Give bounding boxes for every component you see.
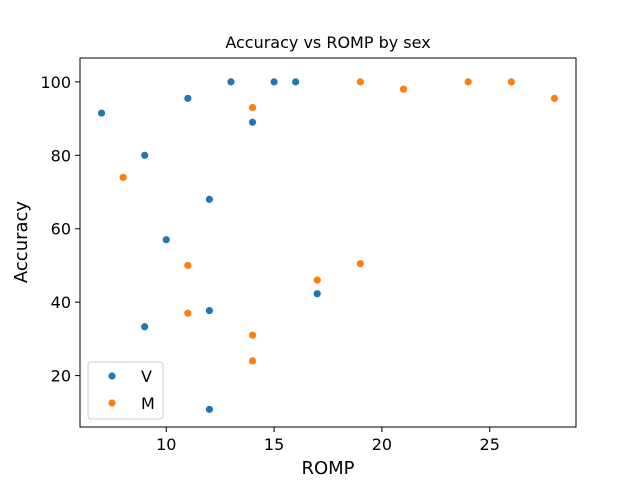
point-m-5: [248, 357, 257, 365]
point-m-4: [248, 331, 257, 339]
x-tick-label-15: 15: [264, 435, 284, 454]
y-axis-label: Accuracy: [11, 201, 32, 284]
y-tick-label-40: 40: [51, 293, 71, 312]
point-m-3: [248, 103, 257, 112]
point-v-3: [162, 236, 170, 244]
point-m-11: [507, 78, 515, 86]
point-m-2: [184, 309, 192, 317]
y-axis-ticks: 20 40 60 80 100: [40, 73, 80, 386]
point-v-1: [141, 151, 149, 159]
legend-marker-m: [108, 399, 116, 407]
x-axis-label: ROMP: [301, 458, 354, 479]
point-v-9: [248, 118, 257, 126]
point-v-0: [97, 109, 106, 117]
point-v-12: [313, 290, 321, 298]
point-v-8: [227, 78, 235, 86]
point-m-1: [184, 261, 192, 270]
point-v-2: [141, 323, 149, 331]
point-v-4: [184, 94, 192, 102]
y-tick-label-100: 100: [40, 73, 71, 92]
point-v-5: [205, 195, 213, 203]
x-tick-label-10: 10: [156, 435, 176, 454]
point-m-9: [399, 85, 408, 93]
plot-points: [97, 78, 559, 413]
legend-label-v: V: [141, 367, 152, 386]
x-tick-label-25: 25: [480, 435, 500, 454]
legend-label-m: M: [141, 394, 155, 413]
legend: VM: [87, 361, 164, 420]
point-v-10: [270, 78, 278, 86]
point-m-0: [119, 173, 127, 181]
legend-marker-v: [108, 372, 116, 380]
y-tick-label-20: 20: [51, 367, 71, 386]
x-tick-label-20: 20: [372, 435, 392, 454]
point-m-10: [464, 78, 472, 86]
x-axis-ticks: 10 15 20 25: [156, 427, 500, 454]
point-v-11: [292, 78, 300, 86]
point-m-12: [550, 94, 559, 102]
y-tick-label-60: 60: [51, 220, 71, 239]
plot-frame: [79, 57, 577, 428]
point-m-7: [356, 78, 364, 86]
point-v-7: [205, 405, 213, 413]
point-v-6: [205, 307, 213, 315]
point-m-8: [356, 260, 364, 268]
y-tick-label-80: 80: [51, 146, 71, 165]
chart-title: Accuracy vs ROMP by sex: [225, 33, 430, 52]
point-m-6: [313, 276, 321, 284]
legend-box: [87, 361, 164, 420]
